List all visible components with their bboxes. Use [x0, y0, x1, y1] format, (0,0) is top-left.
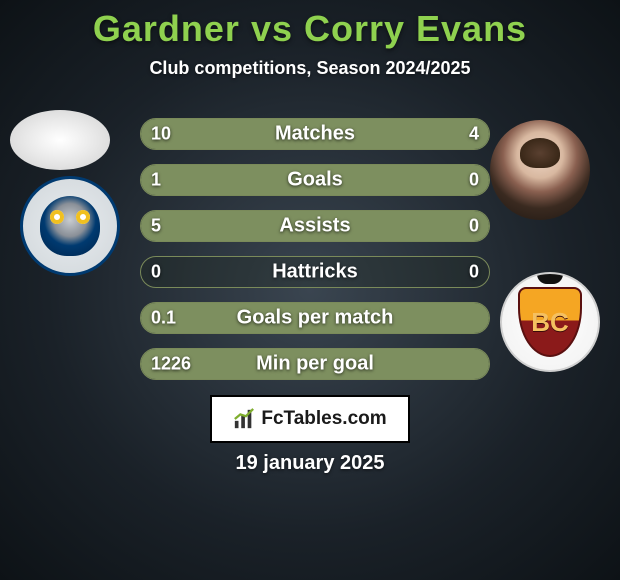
stat-row: 1 0 Goals	[0, 164, 620, 210]
stat-label: Min per goal	[256, 353, 374, 376]
page-subtitle: Club competitions, Season 2024/2025	[0, 58, 620, 79]
stat-value-left: 10	[151, 124, 171, 145]
stat-label: Hattricks	[272, 261, 358, 284]
stat-value-right: 0	[469, 262, 479, 283]
stat-value-left: 5	[151, 216, 161, 237]
stat-row: 0.1 Goals per match	[0, 302, 620, 348]
footer-brand-text: FcTables.com	[261, 408, 386, 430]
stat-value-left: 0.1	[151, 308, 176, 329]
stat-value-left: 1	[151, 170, 161, 191]
stat-value-right: 0	[469, 216, 479, 237]
stat-bar: 0 0 Hattricks	[140, 256, 490, 288]
stat-label: Assists	[279, 215, 350, 238]
stat-row: 10 4 Matches	[0, 118, 620, 164]
footer-brand-badge: FcTables.com	[210, 395, 410, 443]
stat-row: 1226 Min per goal	[0, 348, 620, 394]
page-title: Gardner vs Corry Evans	[0, 0, 620, 50]
stat-value-left: 0	[151, 262, 161, 283]
stat-value-right: 0	[469, 170, 479, 191]
stat-bar: 0.1 Goals per match	[140, 302, 490, 334]
stat-row: 5 0 Assists	[0, 210, 620, 256]
stat-label: Matches	[275, 123, 355, 146]
stat-label: Goals	[287, 169, 343, 192]
stat-value-right: 4	[469, 124, 479, 145]
stat-bar: 1 0 Goals	[140, 164, 490, 196]
fctables-icon	[233, 408, 255, 430]
stat-bar: 1226 Min per goal	[140, 348, 490, 380]
stat-bar: 5 0 Assists	[140, 210, 490, 242]
stat-value-left: 1226	[151, 354, 191, 375]
stat-label: Goals per match	[237, 307, 394, 330]
stat-row: 0 0 Hattricks	[0, 256, 620, 302]
stat-bar: 10 4 Matches	[140, 118, 490, 150]
footer-date: 19 january 2025	[0, 452, 620, 475]
stats-container: 104Matches10Goals50Assists00Hattricks0.1…	[0, 118, 620, 394]
